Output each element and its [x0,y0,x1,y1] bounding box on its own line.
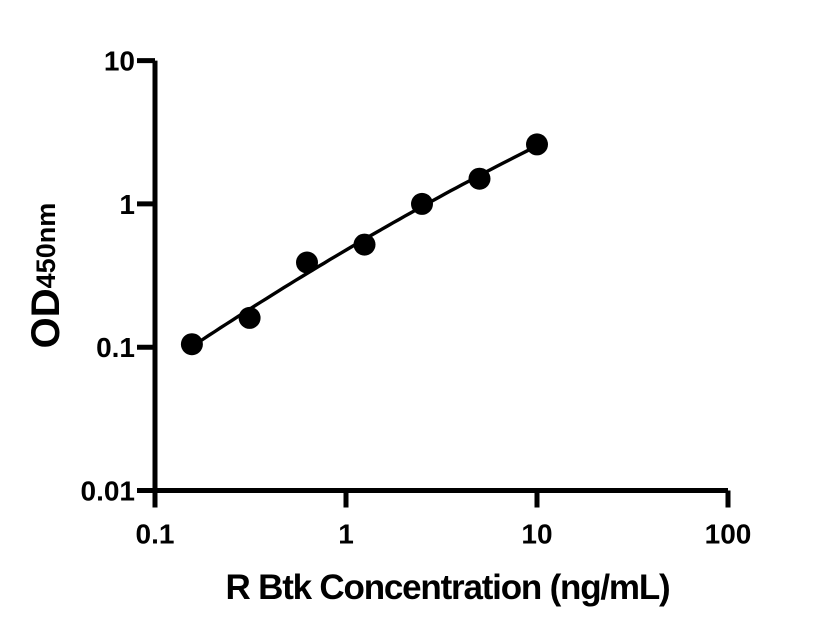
x-tick-label-10: 10 [521,519,552,550]
x-axis-title: R Btk Concentration (ng/mL) [226,568,670,607]
y-tick-label-1: 1 [119,189,135,220]
data-point-5 [411,192,433,215]
data-point-6 [468,167,491,190]
x-tick-label-0.1: 0.1 [136,519,175,550]
data-point-7 [526,133,548,156]
data-point-4 [353,233,376,256]
y-tick-label-10: 10 [104,46,135,77]
x-tick-label-1: 1 [338,519,354,550]
data-point-2 [238,306,261,329]
x-tick-label-100: 100 [705,519,752,550]
y-axis-title: OD450nm [24,203,68,349]
data-point-3 [296,251,318,274]
axes [152,60,728,493]
y-tick-label-0.1: 0.1 [96,332,135,363]
data-point-1 [180,333,203,356]
y-tick-label-0.01: 0.01 [81,476,136,507]
